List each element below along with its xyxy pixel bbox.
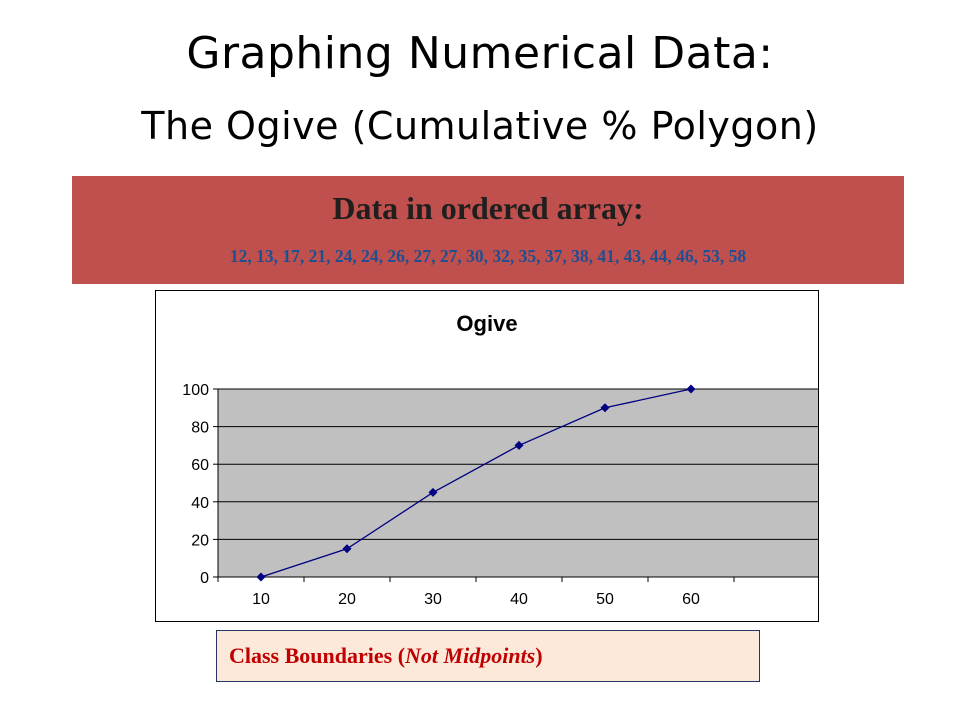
data-point [256,572,266,582]
y-tick-label: 60 [191,457,209,474]
x-tick-label: 60 [682,591,700,608]
caption-emphasis: Not Midpoints [405,643,536,668]
ogive-chart-svg: Ogive 0 20 40 60 80 100 10 20 30 40 50 60 [182,311,818,608]
y-tick-label: 40 [191,495,209,512]
x-tick-label: 20 [338,591,356,608]
x-tick-label: 50 [596,591,614,608]
data-point [342,544,352,554]
caption-box: Class Boundaries (Not Midpoints) [216,630,760,682]
series-line [260,388,692,578]
y-tick-label: 80 [191,420,209,437]
caption-text: Class Boundaries (Not Midpoints) [229,643,543,669]
data-point [686,384,696,394]
y-tick-label: 20 [191,532,209,549]
x-tick-label: 10 [252,591,270,608]
caption-suffix: ) [535,643,543,668]
data-point [428,487,438,497]
caption-prefix: Class Boundaries ( [229,643,406,668]
chart-title: Ogive [456,311,517,336]
banner-values: 12, 13, 17, 21, 24, 24, 26, 27, 27, 30, … [229,246,747,266]
slide-title-line1: Graphing Numerical Data: [186,28,774,79]
data-point [600,403,610,413]
data-banner: Data in ordered array: 12, 13, 17, 21, 2… [72,176,904,284]
x-tick-label: 40 [510,591,528,608]
y-tick-label: 0 [200,570,209,587]
slide-title-line2: The Ogive (Cumulative % Polygon) [141,104,819,148]
y-tick-label: 100 [182,382,209,399]
data-point [514,440,524,450]
banner-heading: Data in ordered array: [332,190,644,226]
plot-area [217,388,818,578]
x-tick-label: 30 [424,591,442,608]
ogive-chart: Ogive 0 20 40 60 80 100 10 20 30 40 50 60 [155,290,819,622]
